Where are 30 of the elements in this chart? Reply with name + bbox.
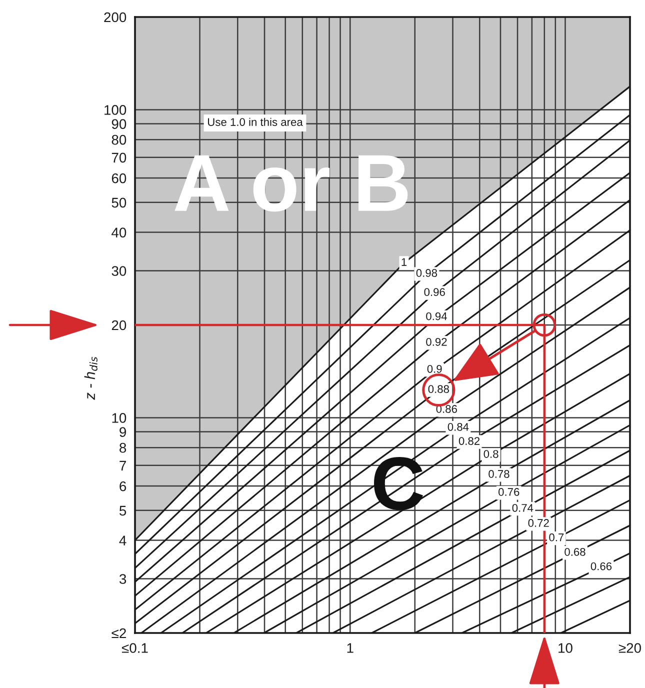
- series-label: 0.7: [549, 533, 564, 542]
- y-tick-label: 9: [120, 427, 126, 437]
- y-tick-label: 60: [112, 173, 126, 184]
- y-tick-label: 50: [112, 198, 126, 208]
- y-tick-label: 3: [119, 574, 126, 584]
- series-label: 0.9: [427, 364, 442, 373]
- y-tick-label: 6: [120, 481, 126, 492]
- y-tick-label: 40: [112, 228, 126, 238]
- y-tick-label: 70: [112, 152, 126, 163]
- x-tick-label: 1: [347, 643, 354, 653]
- y-tick-label: 20: [112, 320, 126, 330]
- x-tick-label: ≥20: [618, 643, 641, 653]
- x-tick-label: 10: [558, 643, 572, 653]
- y-tick-label: 5: [120, 506, 126, 516]
- series-label: 1: [402, 258, 407, 266]
- x-tick-label: ≤0.1: [122, 643, 148, 653]
- y-tick-label: 100: [104, 105, 126, 115]
- y-axis-title: z - h$_{dis}$: [84, 356, 98, 400]
- y-tick-label: 30: [112, 266, 126, 276]
- y-tick-label: 10: [112, 413, 126, 423]
- series-label: 0.8: [484, 450, 498, 458]
- annotation: Use 1.0 in this area: [208, 118, 303, 126]
- y-tick-label: 90: [112, 119, 126, 129]
- y-tick-label: ≤2: [112, 628, 126, 638]
- y-tick-label: 4: [119, 536, 126, 546]
- y-tick-label: 7: [120, 460, 126, 470]
- y-tick-label: 8: [120, 442, 126, 453]
- y-tick-label: 80: [112, 134, 126, 145]
- series-label: 0.88: [428, 385, 449, 394]
- y-tick-label: 200: [104, 12, 126, 22]
